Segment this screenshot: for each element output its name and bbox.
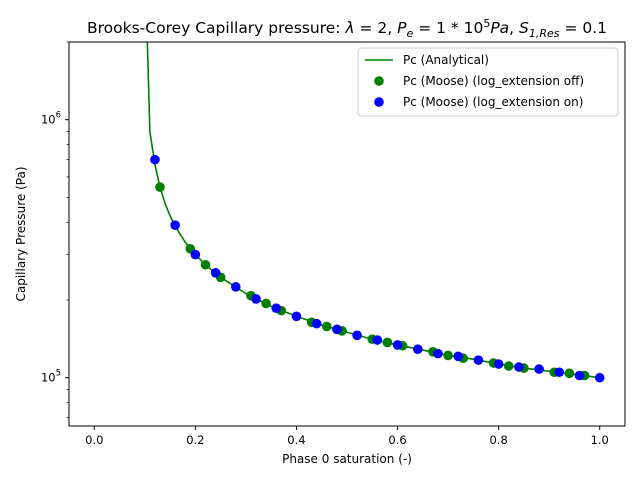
point-log-extension-on <box>473 355 484 365</box>
y-tick-label: 105 <box>41 369 61 385</box>
point-log-extension-on <box>372 335 383 345</box>
legend: Pc (Analytical) Pc (Moose) (log_extensio… <box>357 47 619 117</box>
x-axis: 0.0 0.2 0.4 0.6 0.8 1.0 <box>85 426 609 447</box>
point-log-extension-off <box>564 368 575 379</box>
point-log-extension-on <box>170 220 180 231</box>
legend-label-log-off: Pc (Moose) (log_extension off) <box>403 74 584 88</box>
point-log-extension-on <box>534 364 544 374</box>
point-log-extension-on <box>231 282 241 292</box>
y-tick-label: 106 <box>41 111 61 127</box>
point-log-extension-on <box>251 294 261 304</box>
point-log-extension-on <box>574 370 585 381</box>
x-tick-label: 0.4 <box>287 433 305 447</box>
legend-marker-log-on <box>374 97 384 107</box>
point-log-extension-on <box>190 249 201 260</box>
point-log-extension-off <box>200 259 211 270</box>
point-log-extension-on <box>311 318 322 329</box>
point-log-extension-on <box>210 268 221 278</box>
point-log-extension-on <box>291 311 302 322</box>
legend-box <box>357 47 619 117</box>
point-log-extension-on <box>433 348 443 359</box>
point-log-extension-on <box>514 362 524 372</box>
x-tick-label: 1.0 <box>591 433 609 447</box>
point-log-extension-on <box>554 367 565 378</box>
point-log-extension-off <box>443 350 453 361</box>
x-tick-label: 0.8 <box>489 433 507 447</box>
series-layer <box>146 42 605 383</box>
legend-marker-log-off <box>374 76 384 86</box>
point-log-extension-on <box>271 303 282 313</box>
point-log-extension-on <box>150 154 160 165</box>
point-log-extension-on <box>412 344 423 354</box>
point-log-extension-off <box>503 361 514 371</box>
x-tick-label: 0.0 <box>85 433 103 447</box>
plot-frame <box>68 41 626 427</box>
chart-title: Brooks-Corey Capillary pressure: λ = 2, … <box>87 17 607 40</box>
point-log-extension-off <box>155 182 165 192</box>
legend-label-analytical: Pc (Analytical) <box>403 53 489 67</box>
y-axis: 105 106 <box>41 41 69 419</box>
plot-area <box>68 41 626 427</box>
point-log-extension-on <box>493 359 504 369</box>
point-log-extension-off <box>382 337 393 348</box>
y-axis-label: Capillary Pressure (Pa) <box>14 166 28 301</box>
point-log-extension-off <box>321 321 332 332</box>
point-log-extension-on <box>352 330 362 341</box>
x-axis-label: Phase 0 saturation (-) <box>282 452 412 466</box>
point-log-extension-on <box>392 340 403 350</box>
legend-label-log-on: Pc (Moose) (log_extension on) <box>403 95 583 109</box>
point-log-extension-off <box>261 298 271 309</box>
point-log-extension-on <box>453 351 464 362</box>
x-tick-label: 0.6 <box>388 433 406 447</box>
point-log-extension-on <box>594 372 605 383</box>
x-tick-label: 0.2 <box>186 433 204 447</box>
point-log-extension-on <box>332 324 342 335</box>
